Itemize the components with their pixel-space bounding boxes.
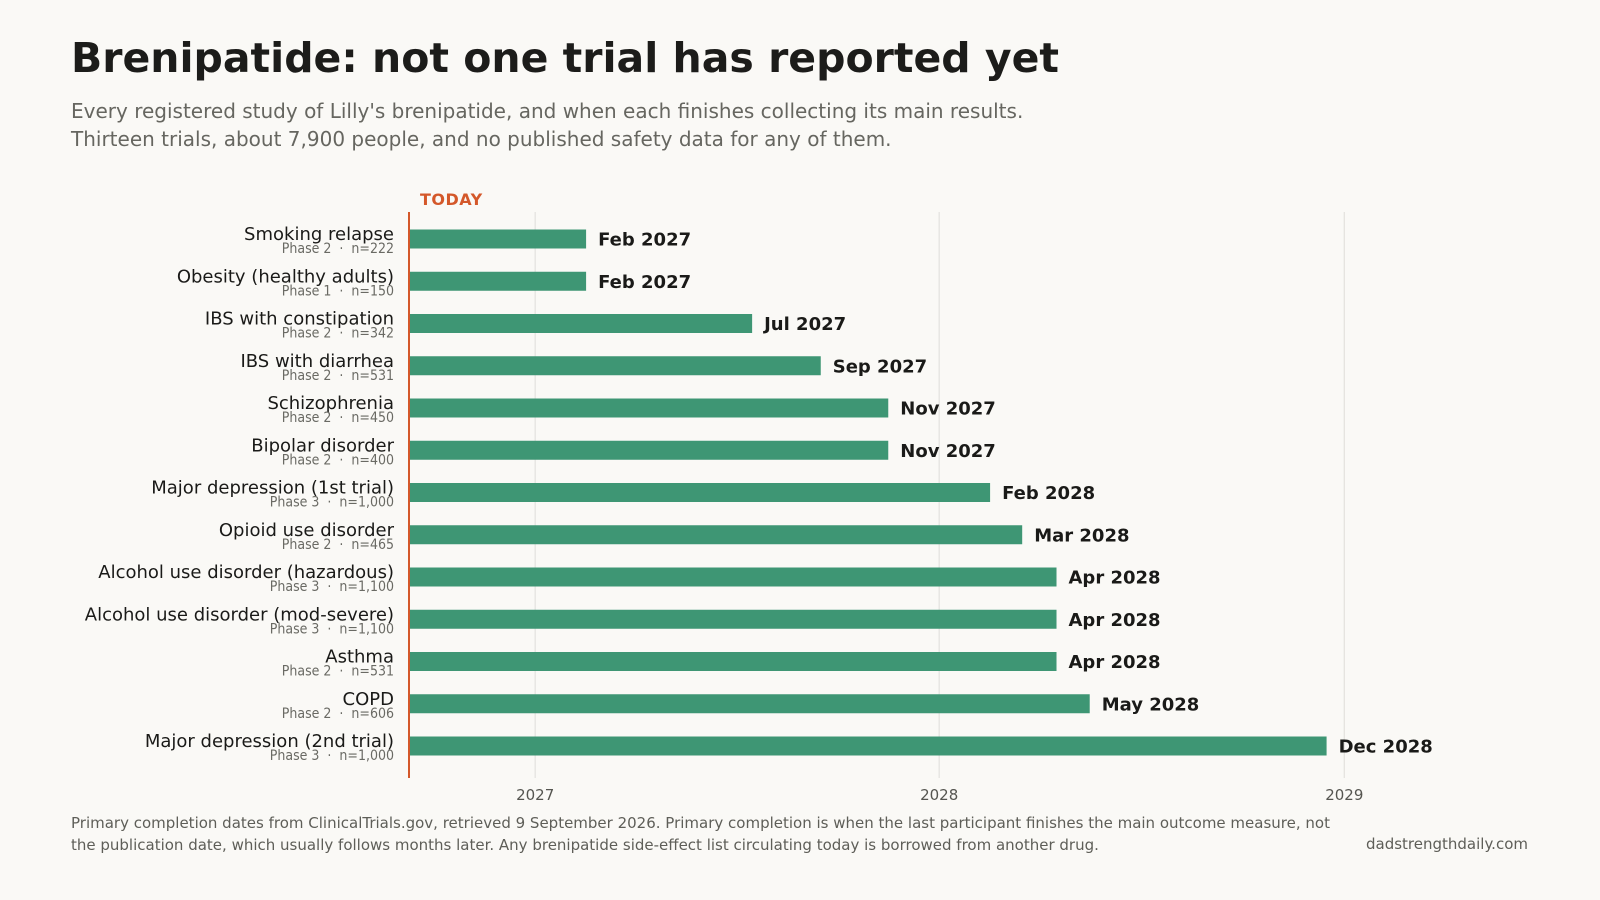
bar-value-label: May 2028: [1102, 694, 1200, 715]
trial-meta-label: Phase 2 · n=400: [282, 452, 394, 468]
bar-value-label: Apr 2028: [1069, 610, 1161, 631]
bar-value-label: Apr 2028: [1069, 652, 1161, 673]
chart-subtitle: Every registered study of Lilly's brenip…: [71, 97, 1023, 153]
bar-value-label: Feb 2027: [598, 272, 691, 293]
bar-trial: [409, 356, 821, 376]
bar-trial: [409, 652, 1057, 671]
footnote-line-2: the publication date, which usually foll…: [71, 835, 1099, 854]
trial-meta-label: Phase 1 · n=150: [282, 283, 394, 299]
bar-trial: [409, 440, 889, 460]
bar-trial: [409, 609, 1057, 629]
bar-trial: [409, 483, 991, 502]
today-label: TODAY: [420, 190, 483, 209]
trial-meta-label: Phase 2 · n=450: [282, 410, 394, 426]
x-tick-label: 2028: [920, 786, 958, 800]
trial-meta-label: Phase 3 · n=1,100: [270, 579, 394, 595]
trial-meta-label: Phase 2 · n=531: [282, 368, 394, 384]
trial-name-label: Smoking relapse: [244, 224, 394, 245]
trial-name-label: IBS with diarrhea: [240, 351, 394, 372]
bar-trial: [409, 567, 1057, 587]
bar-trial: [409, 525, 1023, 545]
trial-meta-label: Phase 3 · n=1,000: [270, 748, 394, 764]
trial-meta-label: Phase 2 · n=465: [282, 537, 394, 553]
trial-name-label: Bipolar disorder: [251, 435, 394, 456]
bar-trial: [409, 736, 1327, 756]
bar-trial: [409, 229, 587, 249]
trial-name-label: Obesity (healthy adults): [177, 266, 394, 287]
trial-name-label: Alcohol use disorder (mod-severe): [85, 604, 394, 625]
bar-value-label: Jul 2027: [762, 314, 846, 335]
trial-name-label: Major depression (2nd trial): [145, 731, 394, 752]
chart-title: Brenipatide: not one trial has reported …: [71, 34, 1060, 82]
subtitle-line-1: Every registered study of Lilly's brenip…: [71, 99, 1024, 123]
x-tick-label: 2029: [1325, 786, 1363, 800]
bar-trial: [409, 398, 889, 418]
source-credit: dadstrengthdaily.com: [1365, 835, 1528, 853]
trial-name-label: Alcohol use disorder (hazardous): [98, 562, 394, 583]
bar-trial: [409, 694, 1090, 714]
bar-value-label: Dec 2028: [1339, 737, 1433, 758]
trial-meta-label: Phase 2 · n=222: [282, 241, 394, 257]
footnote: Primary completion dates from ClinicalTr…: [71, 813, 1330, 856]
trial-name-label: Opioid use disorder: [219, 520, 395, 541]
bar-value-label: Apr 2028: [1069, 568, 1161, 589]
bar-value-label: Sep 2027: [833, 356, 927, 377]
trial-meta-label: Phase 3 · n=1,100: [270, 621, 394, 637]
bar-value-label: Feb 2027: [598, 230, 691, 251]
bar-trial: [409, 314, 753, 333]
trial-meta-label: Phase 3 · n=1,000: [270, 495, 394, 511]
bar-value-label: Nov 2027: [900, 399, 996, 420]
trial-name-label: Asthma: [325, 647, 394, 668]
x-tick-label: 2027: [516, 786, 554, 800]
subtitle-line-2: Thirteen trials, about 7,900 people, and…: [71, 127, 892, 151]
bar-value-label: Mar 2028: [1034, 525, 1129, 546]
trial-name-label: Major depression (1st trial): [151, 478, 394, 499]
bar-trial: [409, 271, 587, 291]
trial-name-label: Schizophrenia: [267, 393, 394, 414]
bar-value-label: Nov 2027: [900, 441, 996, 462]
trial-name-label: IBS with constipation: [205, 309, 394, 330]
trial-meta-label: Phase 2 · n=342: [282, 326, 394, 342]
trial-meta-label: Phase 2 · n=606: [282, 706, 394, 722]
trial-meta-label: Phase 2 · n=531: [282, 664, 394, 680]
bar-value-label: Feb 2028: [1002, 483, 1095, 504]
trial-name-label: COPD: [343, 689, 394, 710]
footnote-line-1: Primary completion dates from ClinicalTr…: [71, 814, 1330, 832]
